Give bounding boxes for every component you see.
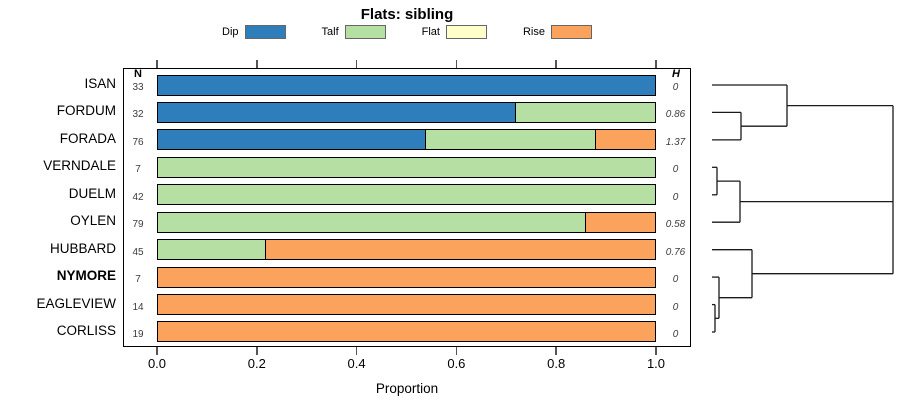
- row-label-eagleview: EAGLEVIEW: [36, 295, 116, 311]
- legend-item-dip: Dip: [222, 25, 286, 39]
- n-column-header: N: [134, 68, 142, 80]
- legend-swatch-rise: [551, 25, 592, 39]
- legend: Dip Talf Flat Rise: [123, 23, 691, 41]
- x-tick-top: [555, 60, 557, 68]
- row-label-hubbard: HUBBARD: [49, 240, 116, 256]
- n-value: 7: [135, 274, 141, 286]
- x-tick-top: [156, 60, 158, 68]
- row-label-nymore: NYMORE: [56, 268, 116, 284]
- x-tick-label: 0.2: [247, 356, 266, 371]
- row-label-corliss: CORLISS: [56, 322, 116, 338]
- plot-area: [123, 68, 691, 347]
- bar-segment-rise: [594, 129, 656, 151]
- legend-label: Talf: [321, 26, 339, 38]
- n-value: 79: [132, 219, 144, 231]
- h-value: 0: [672, 82, 679, 93]
- x-tick-bottom: [256, 347, 258, 355]
- row-label-oylen: OYLEN: [70, 213, 116, 229]
- bar-segment-rise: [157, 294, 656, 316]
- n-value: 45: [132, 246, 144, 258]
- x-tick-bottom: [355, 347, 358, 355]
- x-tick-bottom: [655, 347, 657, 355]
- legend-swatch-dip: [244, 25, 286, 39]
- h-value: 0: [672, 328, 679, 340]
- h-value: 0.58: [665, 219, 686, 231]
- row-label-verndale: VERNDALE: [43, 158, 116, 174]
- x-tick-top: [355, 60, 358, 68]
- x-tick-top: [256, 60, 258, 68]
- bar-segment-dip: [157, 129, 427, 151]
- legend-item-rise: Rise: [523, 25, 592, 39]
- x-tick-top: [455, 60, 458, 68]
- legend-swatch-flat: [445, 25, 487, 39]
- row-label-duelm: DUELM: [68, 185, 116, 201]
- bar-segment-dip: [157, 101, 517, 123]
- x-tick-bottom: [555, 347, 557, 355]
- bar-segment-rise: [157, 266, 656, 288]
- x-tick-top: [655, 60, 657, 68]
- x-tick-label: 0.8: [547, 356, 566, 371]
- n-value: 32: [132, 109, 144, 121]
- chart-title: Flats: sibling: [360, 6, 454, 23]
- n-value: 33: [132, 82, 144, 93]
- x-tick-bottom: [156, 347, 158, 355]
- bar-segment-rise: [157, 321, 656, 343]
- bar-segment-talf: [157, 156, 656, 178]
- x-tick-label: 1.0: [646, 356, 666, 371]
- h-value: 1.37: [665, 136, 686, 148]
- bar-segment-dip: [157, 74, 656, 96]
- n-value: 76: [132, 136, 144, 148]
- h-value: 0: [672, 274, 679, 286]
- n-value: 14: [132, 301, 144, 313]
- n-value: 19: [132, 328, 144, 340]
- h-value: 0.76: [665, 246, 686, 258]
- x-tick-bottom: [455, 347, 458, 355]
- bar-segment-rise: [265, 239, 656, 261]
- bar-segment-rise: [584, 211, 656, 233]
- row-label-isan: ISAN: [84, 76, 116, 91]
- legend-label: Flat: [421, 26, 440, 38]
- legend-item-flat: Flat: [422, 25, 487, 39]
- legend-item-talf: Talf: [322, 25, 386, 39]
- row-label-forada: FORADA: [59, 130, 116, 146]
- bar-segment-talf: [157, 211, 587, 233]
- n-value: 7: [135, 164, 141, 176]
- h-value: 0: [672, 164, 679, 176]
- x-axis-title: Proportion: [375, 381, 439, 396]
- bar-segment-talf: [157, 239, 267, 261]
- legend-swatch-talf: [344, 25, 386, 39]
- x-tick-label: 0.4: [347, 356, 366, 371]
- h-value: 0.86: [665, 109, 686, 121]
- bar-segment-talf: [157, 184, 656, 206]
- h-value: 0: [672, 191, 679, 203]
- n-value: 42: [132, 191, 144, 203]
- legend-label: Rise: [522, 26, 545, 38]
- bar-segment-talf: [514, 101, 656, 123]
- x-tick-label: 0.0: [147, 356, 167, 371]
- legend-label: Dip: [222, 26, 239, 38]
- h-column-header: H: [672, 68, 680, 80]
- row-label-fordum: FORDUM: [56, 103, 116, 119]
- bar-segment-talf: [424, 129, 597, 151]
- x-tick-label: 0.6: [447, 356, 466, 371]
- h-value: 0: [672, 301, 679, 313]
